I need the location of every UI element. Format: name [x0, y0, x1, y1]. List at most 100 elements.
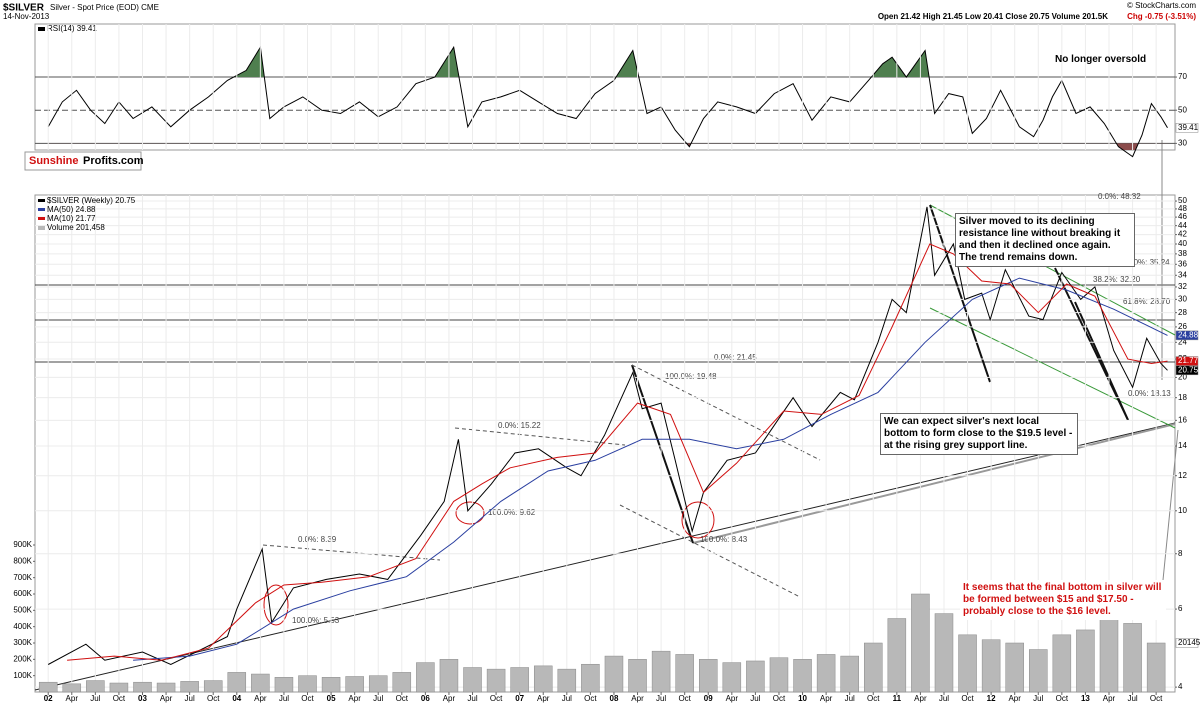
x-tick-label: Oct [773, 694, 786, 703]
data-line [133, 277, 1168, 661]
value-tag [1175, 123, 1199, 133]
fib-line [262, 544, 441, 561]
x-tick-label: 07 [515, 694, 524, 703]
volume-bar [793, 659, 812, 693]
volume-bar [746, 660, 765, 693]
x-tick-label: Apr [820, 694, 833, 703]
volume-bar [1146, 642, 1166, 693]
x-tick-label: Oct [1056, 694, 1069, 703]
fib-label: 61.8%: 28.70 [1123, 297, 1171, 306]
fib-label: 100.0%: 5.53 [292, 616, 340, 625]
y-tick-label: 36 [1178, 259, 1187, 268]
volume-bar [180, 681, 199, 693]
y-tick-label: 44 [1178, 221, 1187, 230]
grey-support-line [692, 423, 1176, 544]
volume-bar [651, 650, 671, 693]
x-tick-label: Jul [750, 694, 760, 703]
x-tick-label: Oct [396, 694, 409, 703]
y-tick-label: 12 [1178, 471, 1187, 480]
volume-bar [439, 659, 459, 693]
legend-swatch [38, 226, 45, 230]
oversold-area [686, 143, 1139, 151]
volume-bar [486, 668, 506, 693]
volume-bar [816, 654, 836, 693]
x-tick-label: Apr [443, 694, 456, 703]
fib-line [454, 427, 626, 446]
value-tag-label: 39.41 [1178, 123, 1199, 132]
volume-bar [298, 675, 317, 693]
logo-part: Sunshine [29, 155, 79, 167]
x-tick-label: Oct [867, 694, 880, 703]
volume-bar [1052, 634, 1072, 693]
volume-bar [675, 654, 694, 693]
x-tick-label: Apr [1008, 694, 1021, 703]
date: 14-Nov-2013 [3, 12, 50, 21]
x-tick-label: Oct [207, 694, 220, 703]
volume-bar [864, 642, 883, 693]
logo-box [24, 151, 142, 171]
x-tick-label: Oct [584, 694, 597, 703]
x-tick-label: Jul [1033, 694, 1043, 703]
quote: Open 21.42 High 21.45 Low 20.41 Close 20… [878, 12, 1108, 21]
source: © StockCharts.com [1127, 1, 1196, 10]
volume-bar [840, 655, 859, 693]
x-tick-label: Jul [845, 694, 855, 703]
y-tick-label: 800K [13, 556, 32, 565]
x-tick-label: Jul [467, 694, 477, 703]
fib-label: 0.0%: 48.82 [1098, 192, 1141, 201]
x-tick-label: Jul [562, 694, 572, 703]
legend-swatch [38, 208, 45, 211]
volume-bar [533, 665, 553, 693]
value-tag-label: 24.88 [1178, 330, 1199, 339]
value-tag-label: 21.77 [1178, 356, 1199, 365]
y-tick-label: 4 [1178, 682, 1183, 691]
volume-bar [1029, 649, 1048, 693]
annotation: We can expect silver's next local bottom… [880, 413, 1078, 455]
x-tick-label: Oct [301, 694, 314, 703]
volume-bar [86, 680, 105, 693]
x-tick-label: Jul [373, 694, 383, 703]
y-tick-label: 48 [1178, 204, 1187, 213]
volume-bar [392, 672, 412, 693]
fib-line [631, 364, 821, 461]
y-tick-label: 8 [1178, 549, 1183, 558]
volume-bar [133, 681, 152, 693]
y-tick-label: 30 [1178, 138, 1187, 147]
value-tag-label: 20.75 [1178, 365, 1199, 374]
volume-bar [510, 667, 529, 693]
y-tick-label: 70 [1178, 72, 1187, 81]
x-tick-label: Apr [254, 694, 267, 703]
y-tick-label: 700K [13, 573, 32, 582]
x-tick-label: 12 [987, 694, 996, 703]
x-tick-label: 10 [798, 694, 807, 703]
volume-bar [38, 681, 58, 693]
volume-bar [934, 613, 954, 693]
volume-bar [321, 677, 341, 693]
overbought-area [48, 47, 1168, 78]
y-tick-label: 40 [1178, 239, 1187, 248]
fib-label: 0.0%: 8.39 [298, 535, 337, 544]
fib-label: 100.0%: 19.48 [665, 372, 717, 381]
x-tick-label: Apr [914, 694, 927, 703]
y-tick-label: 18 [1178, 393, 1187, 402]
circle-mark [263, 584, 289, 626]
volume-bar [722, 662, 742, 693]
data-line [47, 45, 1168, 158]
fib-label: 0.0%: 18.13 [1128, 389, 1171, 398]
x-tick-label: 04 [232, 694, 241, 703]
legend-title: Volume 201,458 [47, 223, 105, 232]
volume-bar [251, 673, 270, 693]
volume-bar [1076, 629, 1095, 693]
legend-entry: $SILVER (Weekly) 20.75 [47, 196, 136, 205]
volume-bar [62, 683, 82, 693]
decline-line [1074, 301, 1129, 421]
circle-mark [455, 501, 485, 525]
y-tick-label: 50 [1178, 196, 1187, 205]
annotation: It seems that the final bottom in silver… [960, 580, 1166, 620]
volume-bar [1123, 623, 1142, 693]
y-tick-label: 6 [1178, 604, 1183, 613]
y-tick-label: 42 [1178, 230, 1187, 239]
y-tick-label: 34 [1178, 270, 1187, 279]
